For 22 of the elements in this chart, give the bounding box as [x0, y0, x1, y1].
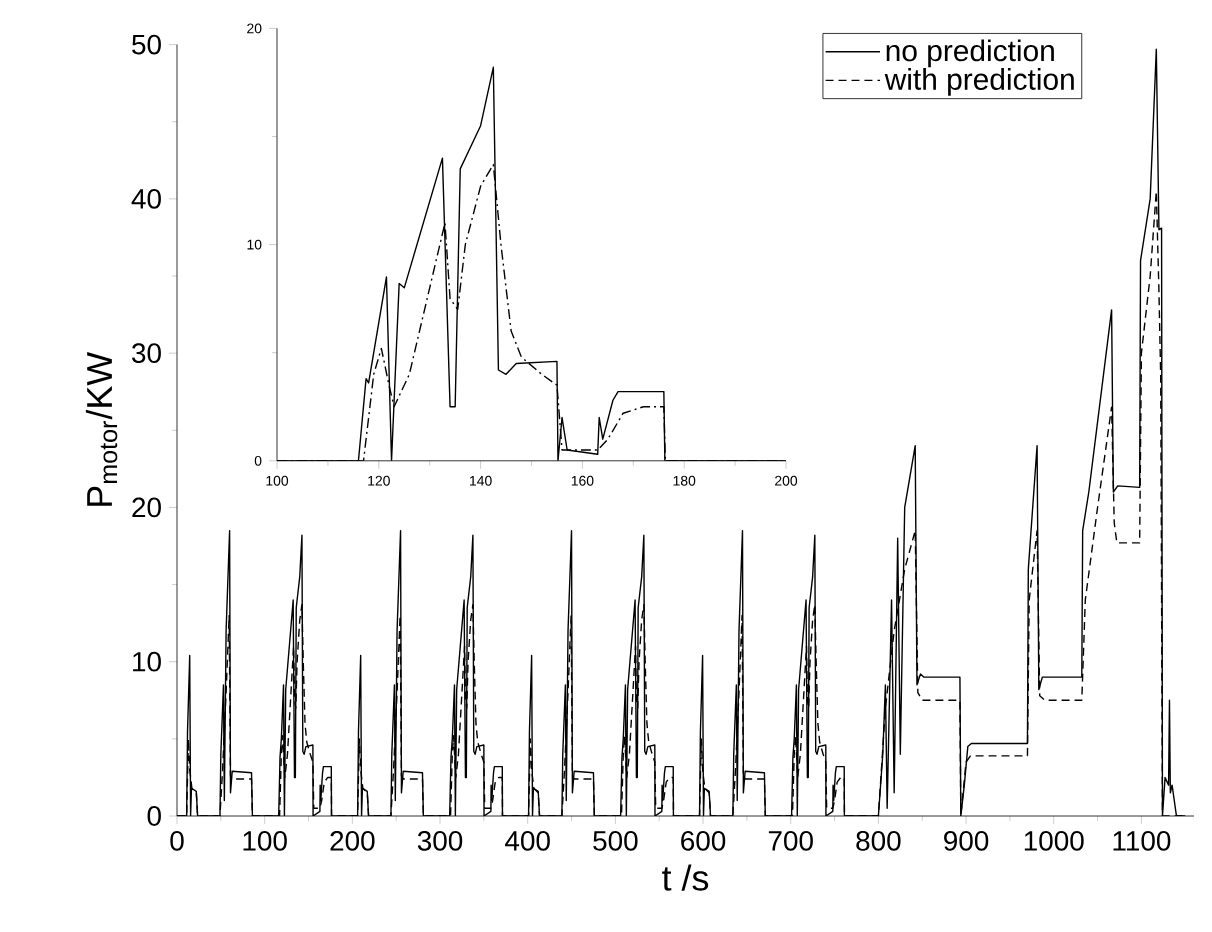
y-axis-title: P$_{motor}$/KW — [85, 351, 118, 506]
x-tick-label: 0 — [170, 830, 184, 851]
y-tick-label: 40 — [131, 188, 161, 209]
y-tick-label: 50 — [132, 34, 161, 55]
x-axis-title: t /s — [662, 864, 709, 891]
x-tick-label: 1100 — [1113, 830, 1171, 851]
x-tick-label: 300 — [417, 830, 463, 851]
y-tick-label: 20 — [132, 497, 161, 518]
y-tick-label: 30 — [132, 343, 161, 364]
y-tick-label: 0 — [147, 806, 161, 826]
x-tick-label: 1000 — [1024, 830, 1084, 851]
x-tick-label: 700 — [768, 830, 813, 851]
x-tick-label: 400 — [505, 830, 550, 851]
x-tick-label: 900 — [944, 830, 989, 851]
legend-label: with prediction — [884, 68, 1074, 96]
y-tick-label: 10 — [133, 651, 161, 672]
x-tick-label: 100 — [243, 830, 287, 851]
x-tick-label: 800 — [856, 830, 901, 851]
legend-label: no prediction — [886, 39, 1054, 68]
x-tick-label: 600 — [681, 830, 726, 851]
x-tick-label: 200 — [330, 830, 375, 851]
x-tick-label: 500 — [593, 830, 638, 851]
